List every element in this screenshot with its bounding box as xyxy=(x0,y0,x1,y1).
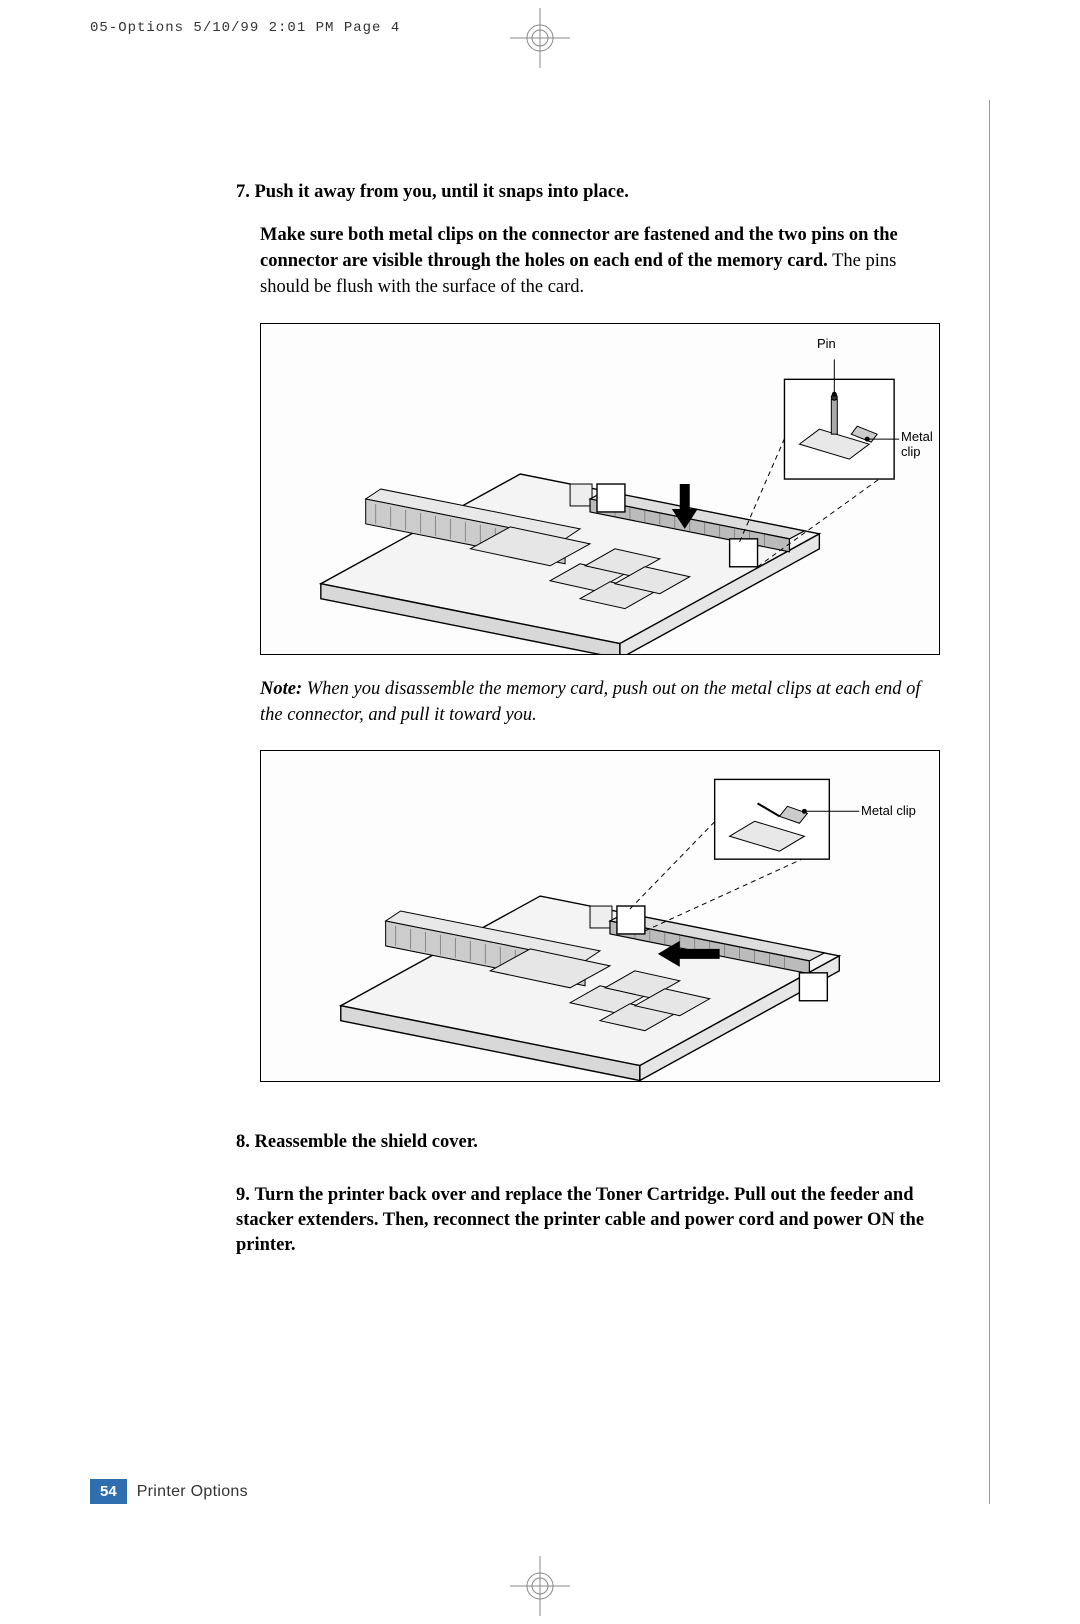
step-8: 8. Reassemble the shield cover. xyxy=(236,1130,940,1155)
step-number: 9. xyxy=(236,1185,250,1205)
footer-section-title: Printer Options xyxy=(137,1483,248,1501)
step-number: 7. xyxy=(236,182,250,202)
note-disassemble: Note: When you disassemble the memory ca… xyxy=(260,677,940,729)
step-title: Turn the printer back over and replace t… xyxy=(236,1185,924,1255)
step-title: Push it away from you, until it snaps in… xyxy=(255,182,629,202)
note-lead: Note: xyxy=(260,679,302,699)
step-9: 9. Turn the printer back over and replac… xyxy=(236,1183,940,1258)
figure1-label-pin: Pin xyxy=(817,336,836,351)
note-text: When you disassemble the memory card, pu… xyxy=(260,679,921,725)
prepress-slug: 05-Options 5/10/99 2:01 PM Page 4 xyxy=(90,20,400,36)
step-number: 8. xyxy=(236,1132,250,1152)
page-footer: 54 Printer Options xyxy=(90,1479,248,1504)
step-7: 7. Push it away from you, until it snaps… xyxy=(236,180,940,205)
margin-rule xyxy=(989,100,990,1504)
figure1-label-clip: Metal clip xyxy=(901,429,939,459)
step-7-body: Make sure both metal clips on the connec… xyxy=(260,223,940,301)
registration-mark-bottom xyxy=(510,1556,570,1616)
page-content: 7. Push it away from you, until it snaps… xyxy=(260,180,940,1276)
registration-mark-top xyxy=(510,8,570,68)
figure2-label-clip: Metal clip xyxy=(861,803,916,818)
page-number-badge: 54 xyxy=(90,1479,127,1504)
step-title: Reassemble the shield cover. xyxy=(255,1132,478,1152)
figure-memory-card-install: Pin Metal clip xyxy=(260,323,940,655)
figure-memory-card-remove: Metal clip xyxy=(260,750,940,1082)
step-7-body-bold: Make sure both metal clips on the connec… xyxy=(260,225,898,271)
